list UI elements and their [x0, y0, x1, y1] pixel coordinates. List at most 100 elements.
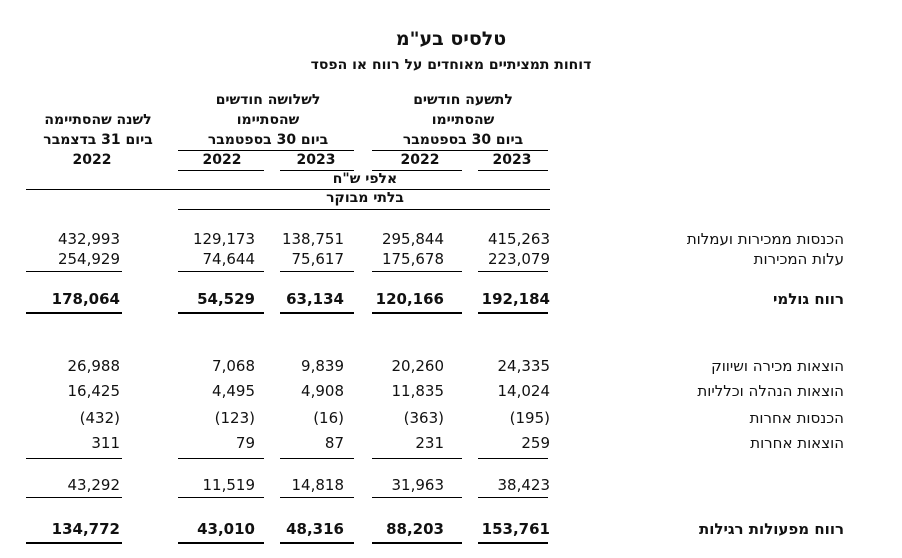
rule4-nine-2023 — [478, 497, 548, 498]
year-three-2022: 2022 — [202, 152, 242, 168]
rule3-nine-2022 — [372, 458, 462, 459]
row-label-other-expenses: הוצאות אחרות — [750, 434, 844, 452]
cell-opex-nine-2022: 31,963 — [391, 476, 445, 494]
rule3-three-2022 — [178, 458, 264, 459]
cell-opex-three-2022: 11,519 — [202, 476, 256, 494]
three-months-header: לשלושה חודשים שהסתיימו ביום 30 בספטמבר — [183, 90, 353, 150]
cell-revenue-three-2022: 129,173 — [192, 230, 255, 248]
nine-months-line-2: שהסתיימו — [431, 112, 495, 128]
company-title: טלסיס בע"מ — [395, 28, 507, 50]
cell-gross-three-2023: 63,134 — [286, 290, 344, 308]
cell-op-three-2023: 48,316 — [286, 520, 344, 538]
rule4-three-2022 — [178, 497, 264, 498]
rule4-nine-2022 — [372, 497, 462, 498]
rule4-year-2022 — [26, 497, 122, 498]
year-line-1: לשנה שהסתיימה — [44, 112, 152, 128]
cell-otherinc-three-2023: (16) — [313, 409, 344, 427]
cell-admin-nine-2022: 11,835 — [391, 382, 445, 400]
rule-year-2022 — [26, 271, 122, 272]
cell-otherinc-nine-2023: (195) — [509, 409, 550, 427]
cell-admin-three-2022: 4,495 — [212, 382, 255, 400]
cell-selling-nine-2022: 20,260 — [391, 357, 445, 375]
unit-rule — [26, 189, 550, 190]
rule4-three-2023 — [280, 497, 354, 498]
cell-opex-three-2023: 14,818 — [291, 476, 345, 494]
row-label-revenue: הכנסות ממכירות ועמלות — [686, 230, 844, 248]
row-label-admin: הוצאות הנהלה וכלליות — [697, 382, 844, 400]
cell-otherexp-nine-2023: 259 — [521, 434, 550, 452]
cell-cost-three-2023: 75,617 — [291, 250, 345, 268]
rule5-three-2022 — [178, 542, 264, 544]
row-label-operating-profit: רווח מפעולות רגילות — [698, 520, 844, 538]
rule-nine-2022 — [372, 271, 462, 272]
cell-op-nine-2022: 88,203 — [386, 520, 444, 538]
year-three-2023: 2023 — [296, 152, 336, 168]
nine-months-line-1: לתשעה חודשים — [413, 92, 513, 108]
cell-opex-year-2022: 43,292 — [67, 476, 121, 494]
year-rule-nine-2022 — [372, 170, 462, 171]
cell-otherexp-three-2022: 79 — [235, 434, 255, 452]
rule5-nine-2023 — [478, 542, 548, 544]
year-nine-2023: 2023 — [492, 152, 532, 168]
rule-three-2022 — [178, 271, 264, 272]
row-label-other-income: הכנסות אחרות — [749, 409, 844, 427]
cell-gross-nine-2023: 192,184 — [481, 290, 550, 308]
rule2-nine-2022 — [372, 312, 462, 314]
report-subtitle: דוחות תמציתיים מאוחדים על רווח או הפסד — [310, 57, 592, 73]
cell-selling-year-2022: 26,988 — [67, 357, 121, 375]
year-rule-nine-2023 — [478, 170, 548, 171]
cell-selling-three-2023: 9,839 — [301, 357, 344, 375]
year-header: לשנה שהסתיימה ביום 31 בדצמבר — [28, 110, 168, 150]
rule5-nine-2022 — [372, 542, 462, 544]
year-rule-three-2022 — [178, 170, 264, 171]
rule3-year-2022 — [26, 458, 122, 459]
rule2-three-2023 — [280, 312, 354, 314]
cell-cost-nine-2022: 175,678 — [381, 250, 444, 268]
row-label-gross-profit: רווח גולמי — [772, 290, 844, 308]
cell-revenue-nine-2022: 295,844 — [381, 230, 444, 248]
cell-otherinc-three-2022: (123) — [214, 409, 255, 427]
cell-cost-nine-2023: 223,079 — [487, 250, 550, 268]
cell-opex-nine-2023: 38,423 — [497, 476, 551, 494]
year-line-2: ביום 31 בדצמבר — [43, 132, 153, 148]
year-nine-2022: 2022 — [400, 152, 440, 168]
cell-revenue-three-2023: 138,751 — [281, 230, 344, 248]
cell-cost-year-2022: 254,929 — [57, 250, 120, 268]
cell-revenue-nine-2023: 415,263 — [487, 230, 550, 248]
cell-gross-nine-2022: 120,166 — [375, 290, 444, 308]
three-months-line-3: ביום 30 בספטמבר — [207, 132, 329, 148]
cell-selling-three-2022: 7,068 — [212, 357, 255, 375]
cell-admin-year-2022: 16,425 — [67, 382, 121, 400]
cell-op-nine-2023: 153,761 — [481, 520, 550, 538]
row-label-cost-of-sales: עלות המכירות — [753, 250, 844, 268]
year-annual-2022: 2022 — [72, 152, 112, 168]
audit-rule — [178, 209, 550, 210]
cell-selling-nine-2023: 24,335 — [497, 357, 551, 375]
cell-otherinc-nine-2022: (363) — [403, 409, 444, 427]
three-months-line-1: לשלושה חודשים — [215, 92, 321, 108]
rule5-year-2022 — [26, 542, 122, 544]
currency-unit: אלפי ש"ח — [332, 171, 398, 187]
nine-months-header: לתשעה חודשים שהסתיימו ביום 30 בספטמבר — [378, 90, 548, 150]
cell-admin-nine-2023: 14,024 — [497, 382, 551, 400]
cell-gross-three-2022: 54,529 — [197, 290, 255, 308]
cell-otherexp-year-2022: 311 — [91, 434, 120, 452]
rule3-three-2023 — [280, 458, 354, 459]
nine-months-line-3: ביום 30 בספטמבר — [402, 132, 524, 148]
three-months-rule — [178, 150, 354, 151]
year-rule-three-2023 — [280, 170, 354, 171]
rule-nine-2023 — [478, 271, 548, 272]
nine-months-rule — [372, 150, 548, 151]
cell-op-three-2022: 43,010 — [197, 520, 255, 538]
rule2-year-2022 — [26, 312, 122, 314]
cell-op-year-2022: 134,772 — [51, 520, 120, 538]
cell-gross-year-2022: 178,064 — [51, 290, 120, 308]
rule2-three-2022 — [178, 312, 264, 314]
audit-status: בלתי מבוקר — [326, 190, 404, 206]
rule2-nine-2023 — [478, 312, 548, 314]
cell-otherexp-nine-2022: 231 — [415, 434, 444, 452]
row-label-selling: הוצאות מכירה ושיווק — [711, 357, 844, 375]
rule3-nine-2023 — [478, 458, 548, 459]
cell-admin-three-2023: 4,908 — [301, 382, 344, 400]
cell-otherexp-three-2023: 87 — [324, 434, 344, 452]
